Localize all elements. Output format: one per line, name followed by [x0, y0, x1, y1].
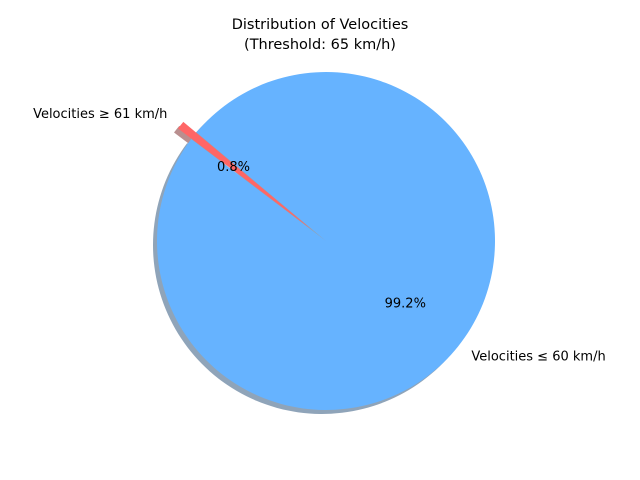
chart-title: Distribution of Velocities (Threshold: 6…: [232, 17, 409, 53]
pie-slices: [157, 71, 496, 410]
chart-title-line-2: (Threshold: 65 km/h): [244, 37, 396, 53]
slice-1-percent-label: 0.8%: [217, 160, 250, 175]
slice-2-percent-label: 99.2%: [385, 297, 426, 312]
pie-labels: Velocities ≥ 61 km/h 0.8% Velocities ≤ 60 …: [33, 107, 606, 364]
slice-2: [157, 71, 496, 410]
chart-title-line-1: Distribution of Velocities: [232, 17, 409, 33]
slice-2-label: Velocities ≤ 60 km/h: [471, 349, 605, 364]
slice-1: [178, 121, 313, 231]
slice-1-label: Velocities ≥ 61 km/h: [33, 107, 167, 122]
